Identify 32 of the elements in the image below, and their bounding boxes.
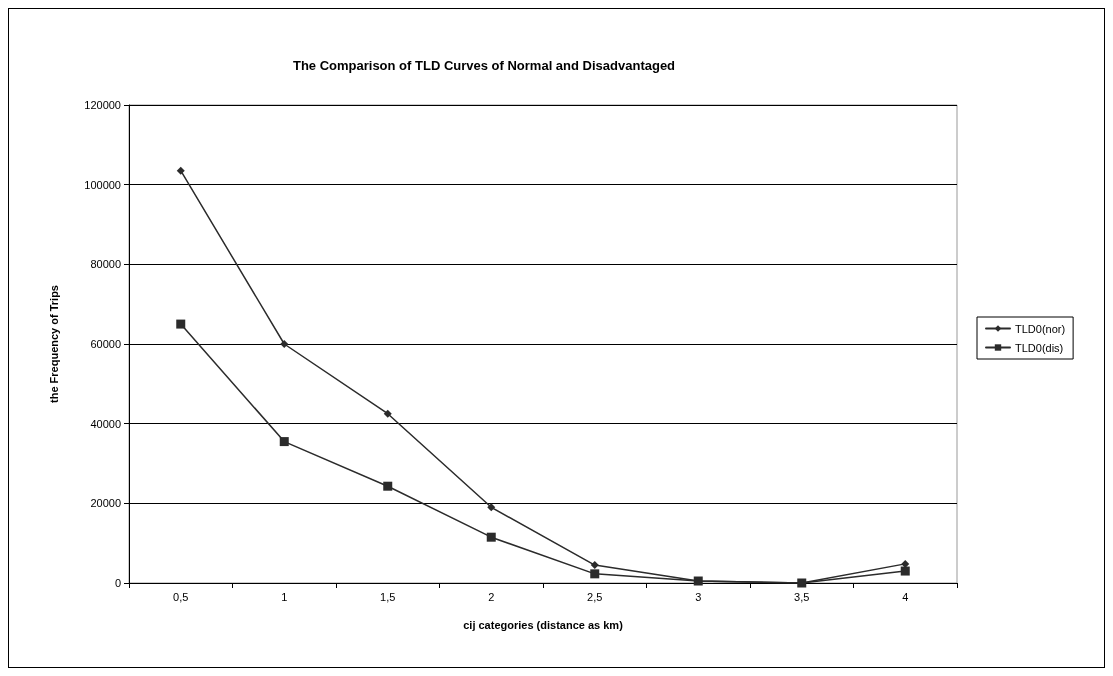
point [901, 559, 910, 568]
x-tick-label: 2,5 [587, 590, 603, 603]
y-tick-label: 40000 [90, 417, 121, 430]
x-tick-label: 1,5 [380, 590, 396, 603]
x-tick-label: 3 [695, 590, 702, 603]
point [383, 409, 392, 418]
y-tick-label: 0 [114, 577, 121, 589]
point [590, 569, 600, 579]
point [280, 340, 289, 348]
point [590, 561, 599, 570]
x-tick-label: 4 [902, 590, 909, 603]
point [176, 166, 185, 175]
point [176, 319, 186, 329]
y-axis-title: the Frequency of Trips [47, 285, 60, 403]
x-tick-label: 3,5 [794, 590, 810, 603]
x-axis-title: cij categories (distance as km) [463, 618, 624, 631]
chart-title: The Comparison of TLD Curves of Normal and Disadvantaged [292, 58, 676, 73]
x-tick-label: 0,5 [173, 590, 189, 603]
legend-label: TLD0(dis) [1015, 341, 1064, 354]
point [486, 532, 496, 542]
point [279, 437, 289, 447]
point [487, 503, 496, 512]
y-tick-label: 60000 [90, 338, 121, 350]
point [900, 566, 910, 576]
y-tick-label: 100000 [84, 178, 121, 191]
y-tick-label: 80000 [90, 258, 121, 271]
x-tick-label: 1 [281, 590, 288, 603]
y-tick-label: 20000 [90, 497, 121, 510]
point [383, 481, 393, 491]
legend-label: TLD0(nor) [1015, 322, 1066, 335]
y-tick-label: 120000 [84, 99, 121, 111]
x-tick-label: 2 [488, 590, 495, 603]
